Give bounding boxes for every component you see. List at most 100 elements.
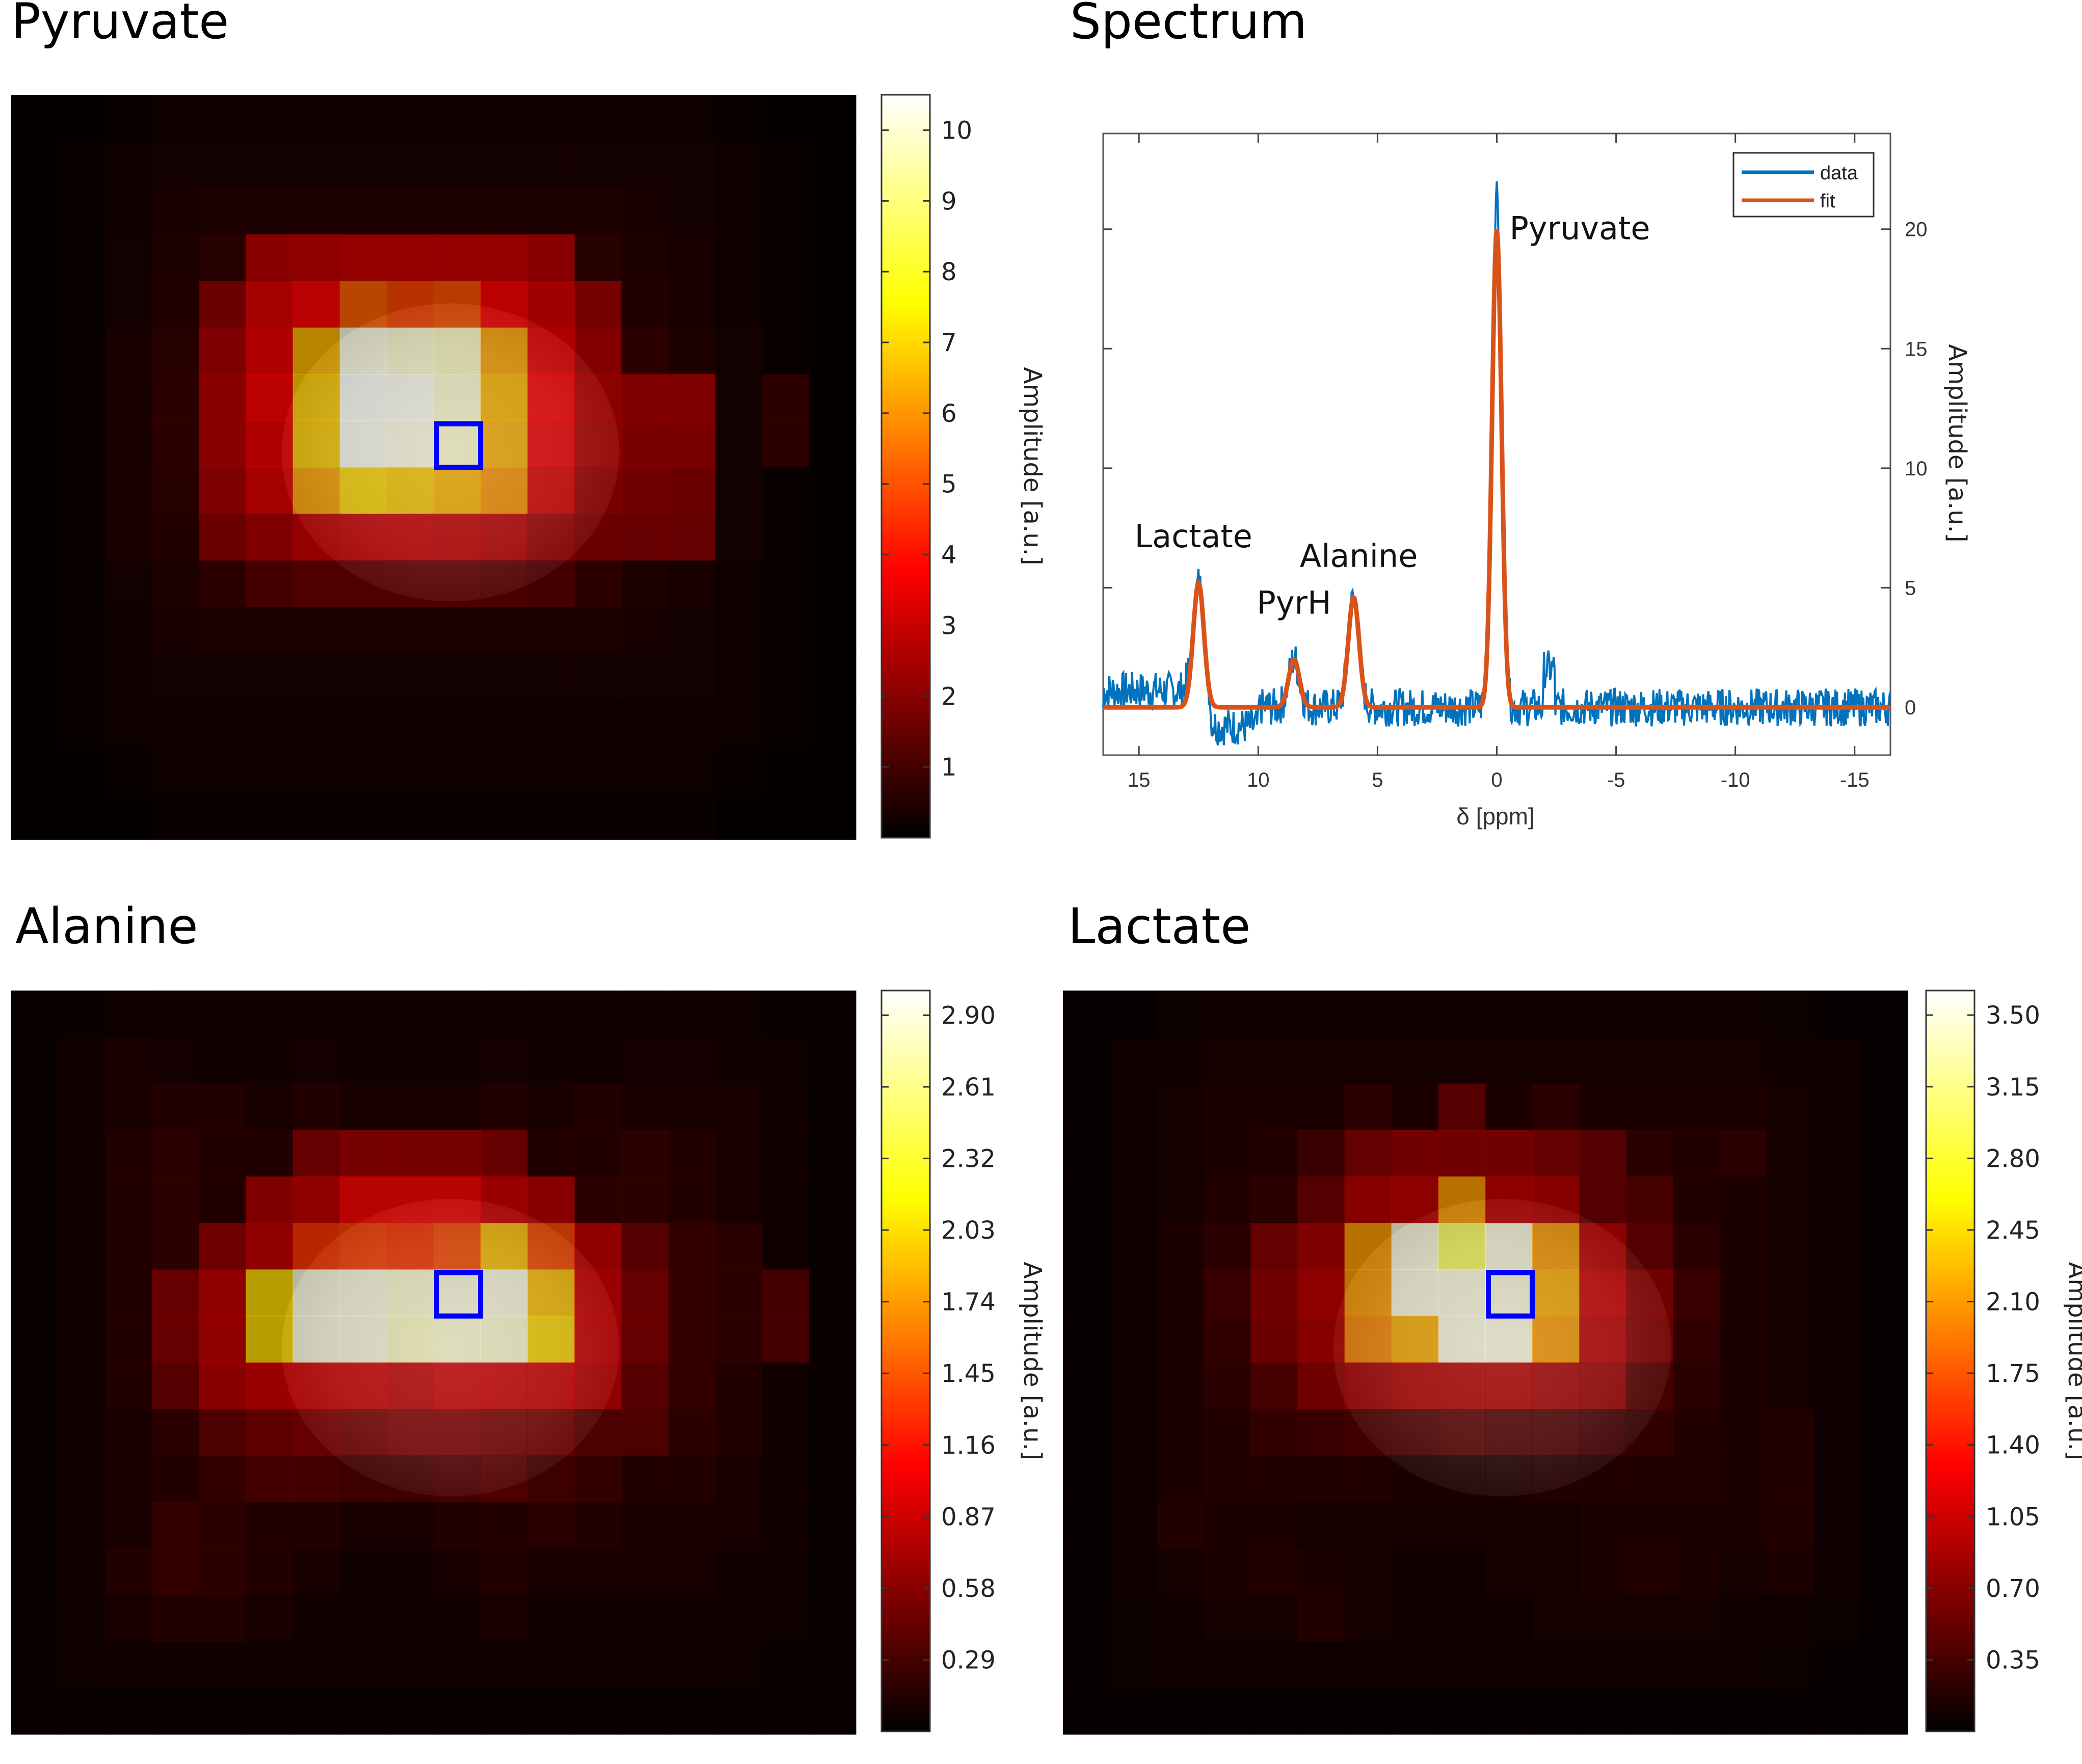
heatmap-cell xyxy=(199,991,247,1037)
heatmap-cell xyxy=(339,1269,387,1317)
heatmap-cell xyxy=(292,793,340,840)
heatmap-cell xyxy=(11,514,59,561)
heatmap-cell xyxy=(1297,1641,1345,1689)
heatmap-cell xyxy=(246,1362,293,1409)
heatmap-cell xyxy=(292,1177,340,1223)
heatmap-cell xyxy=(527,1130,575,1177)
heatmap-cell xyxy=(1204,1316,1251,1363)
heatmap-cell xyxy=(339,1362,387,1409)
heatmap-cell xyxy=(715,746,763,794)
heatmap-cell xyxy=(481,1269,528,1317)
heatmap-cell xyxy=(574,1455,622,1503)
spectrum-panel-title: Spectrum xyxy=(1070,0,1307,50)
heatmap-cell xyxy=(1485,1037,1533,1084)
colorbar-tick-label: 3 xyxy=(941,611,957,640)
heatmap-cell xyxy=(1250,991,1298,1037)
heatmap-cell xyxy=(199,420,247,468)
heatmap-cell xyxy=(1204,1502,1251,1549)
heatmap-cell xyxy=(1767,991,1814,1037)
heatmap-cell xyxy=(246,95,293,142)
colorbar-tick-label: 1.45 xyxy=(941,1359,996,1388)
heatmap-cell xyxy=(809,374,857,421)
heatmap-cell xyxy=(1204,1641,1251,1689)
heatmap-cell xyxy=(481,1409,528,1456)
heatmap-cell xyxy=(1860,1130,1908,1177)
heatmap-cell xyxy=(11,700,59,747)
heatmap-cell xyxy=(1297,1502,1345,1549)
heatmap-cell xyxy=(434,653,481,701)
heatmap-cell xyxy=(762,1641,810,1689)
heatmap-cell xyxy=(715,188,763,235)
heatmap-cell xyxy=(152,420,200,468)
heatmap-cell xyxy=(1767,1269,1814,1317)
heatmap-cell xyxy=(386,1316,434,1363)
heatmap-cell xyxy=(715,793,763,840)
heatmap-cell xyxy=(621,467,669,514)
heatmap-cell xyxy=(809,514,857,561)
heatmap-cell xyxy=(434,560,481,607)
heatmap-cell xyxy=(668,746,716,794)
heatmap-cell xyxy=(1391,1548,1439,1595)
heatmap-cell xyxy=(339,467,387,514)
heatmap-cell xyxy=(386,1362,434,1409)
heatmap-cell xyxy=(1579,1269,1626,1317)
heatmap-cell xyxy=(199,1455,247,1503)
heatmap-cell xyxy=(1579,1316,1626,1363)
heatmap-cell xyxy=(1110,1223,1157,1270)
heatmap-cell xyxy=(1767,1548,1814,1595)
heatmap-cell xyxy=(668,991,716,1037)
heatmap-cell xyxy=(1157,1595,1204,1642)
heatmap-cell xyxy=(809,1223,857,1270)
heatmap-cell xyxy=(246,141,293,189)
heatmap-cell xyxy=(246,281,293,328)
heatmap-cell xyxy=(246,1548,293,1595)
heatmap-cell xyxy=(199,374,247,421)
heatmap-cell xyxy=(668,1455,716,1503)
heatmap-cell xyxy=(1157,1223,1204,1270)
heatmap-cell xyxy=(715,1409,763,1456)
heatmap-cell xyxy=(574,95,622,142)
peak-label: Alanine xyxy=(1300,537,1418,574)
heatmap-cell xyxy=(105,1223,152,1270)
heatmap-cell xyxy=(527,514,575,561)
spectrum-y-label: Amplitude [a.u.] xyxy=(1943,344,1971,542)
heatmap-cell xyxy=(1344,1037,1392,1084)
heatmap-cell xyxy=(527,1316,575,1363)
heatmap-cell xyxy=(246,467,293,514)
heatmap-cell xyxy=(1813,1362,1861,1409)
heatmap-cell xyxy=(668,560,716,607)
heatmap-cell xyxy=(574,1269,622,1317)
heatmap-cell xyxy=(668,420,716,468)
heatmap-cell xyxy=(715,467,763,514)
heatmap-cell xyxy=(1344,1455,1392,1503)
heatmap-cell xyxy=(1391,1688,1439,1735)
heatmap-cell xyxy=(152,1362,200,1409)
heatmap-cell xyxy=(199,607,247,654)
heatmap-cell xyxy=(574,467,622,514)
heatmap-cell xyxy=(339,420,387,468)
heatmap-cell xyxy=(1720,1409,1768,1456)
heatmap-cell xyxy=(574,1641,622,1689)
heatmap-cell xyxy=(292,467,340,514)
heatmap-cell xyxy=(1579,1455,1626,1503)
heatmap-cell xyxy=(762,281,810,328)
heatmap-cell xyxy=(339,1130,387,1177)
heatmap-cell xyxy=(715,1641,763,1689)
heatmap-cell xyxy=(715,1548,763,1595)
colorbar-tick-label: 1.40 xyxy=(1986,1431,2040,1460)
heatmap-cell xyxy=(1110,1177,1157,1223)
heatmap-cell xyxy=(1860,1688,1908,1735)
heatmap-cell xyxy=(199,467,247,514)
heatmap-cell xyxy=(1250,1177,1298,1223)
heatmap-cell xyxy=(339,1223,387,1270)
heatmap-cell xyxy=(574,1688,622,1735)
heatmap-cell xyxy=(1485,1223,1533,1270)
heatmap-cell xyxy=(339,560,387,607)
heatmap-cell xyxy=(246,607,293,654)
heatmap-cell xyxy=(1813,1083,1861,1131)
heatmap-cell xyxy=(292,991,340,1037)
heatmap-cell xyxy=(481,281,528,328)
heatmap-cell xyxy=(1532,1223,1580,1270)
heatmap-cell xyxy=(574,746,622,794)
